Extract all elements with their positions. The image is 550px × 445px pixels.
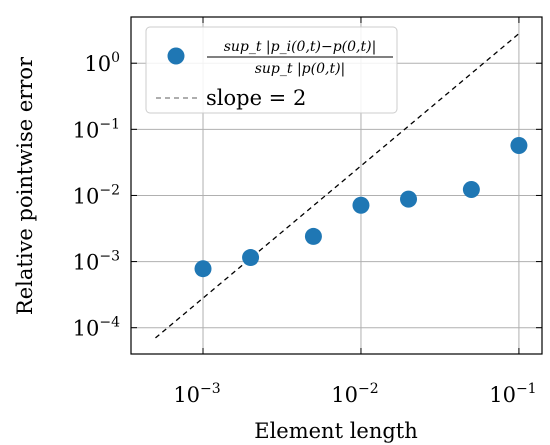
ticks: 10−3 10−2 10−1 10−4 10−3 10−2 10−1 100: [73, 17, 542, 407]
legend: sup_t |p_i(0,t)−p(0,t)| sup_t |p(0,t)| s…: [145, 26, 398, 114]
legend-box: [145, 26, 398, 114]
data-point: [242, 249, 260, 267]
y-axis-label: Relative pointwise error: [13, 56, 37, 315]
x-tick-label: 10−2: [331, 381, 378, 407]
y-tick-label: 10−3: [73, 249, 120, 275]
legend-label-slope: slope = 2: [206, 86, 306, 110]
plot-frame: [130, 16, 543, 355]
legend-label-numerator: sup_t |p_i(0,t)−p(0,t)|: [224, 39, 377, 55]
legend-marker-error: [167, 47, 185, 65]
y-tick-label: 100: [84, 50, 120, 76]
data-point: [304, 227, 322, 245]
x-tick-label: 10−3: [173, 381, 220, 407]
legend-label-denominator: sup_t |p(0,t)|: [255, 61, 346, 77]
data-points: [194, 136, 528, 278]
data-point: [400, 190, 418, 208]
data-point: [510, 136, 528, 154]
data-point: [352, 196, 370, 214]
x-axis-label: Element length: [254, 419, 418, 443]
data-point: [462, 181, 480, 199]
y-tick-label: 10−2: [73, 182, 120, 208]
y-tick-label: 10−1: [73, 116, 120, 142]
x-tick-label: 10−1: [489, 381, 536, 407]
reference-line-layer: [155, 33, 520, 339]
y-tick-label: 10−4: [73, 315, 120, 341]
data-point: [194, 260, 212, 278]
slope-reference-line: [155, 33, 520, 339]
